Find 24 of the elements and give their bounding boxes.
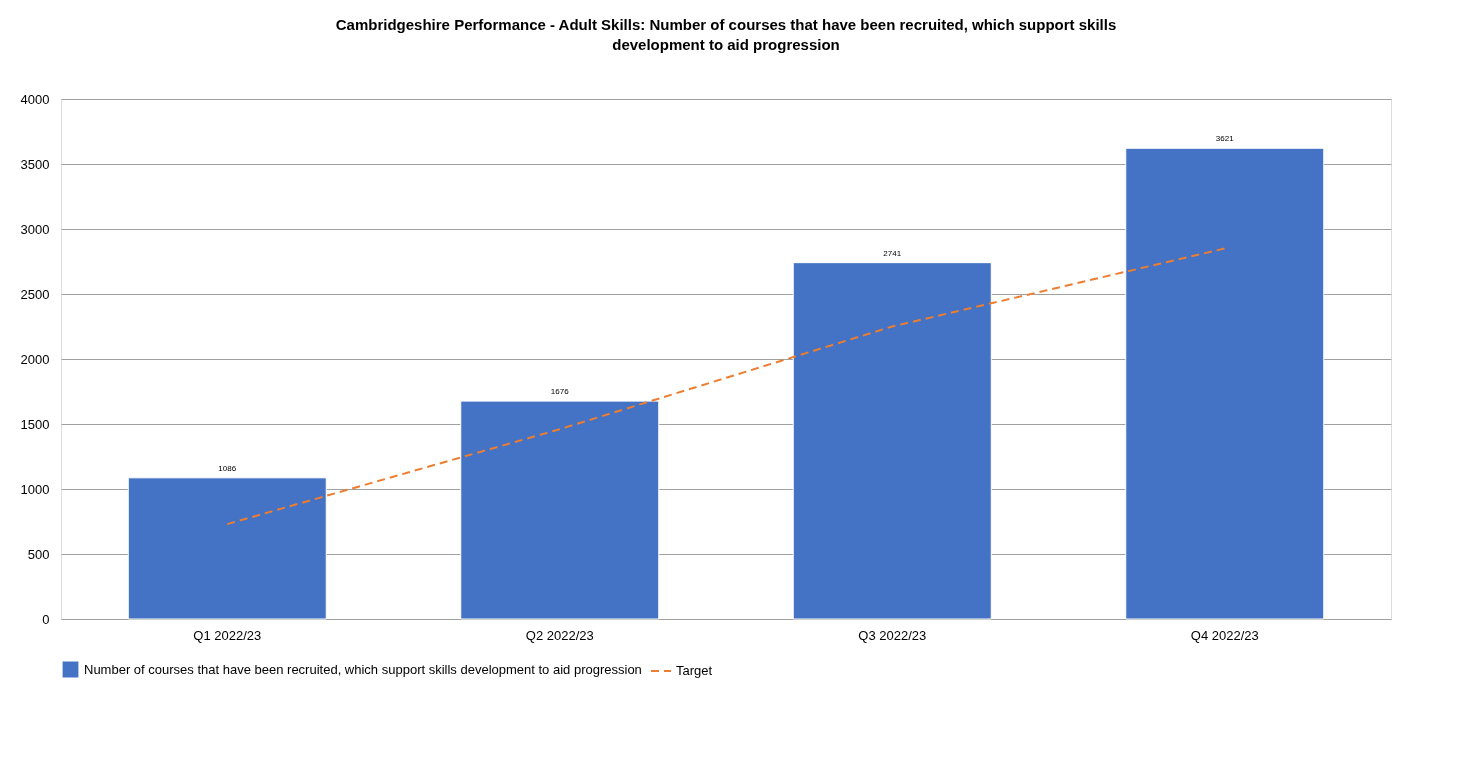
y-tick-label: 1000 xyxy=(20,481,50,497)
bar xyxy=(460,400,660,620)
y-tick-label: 2000 xyxy=(20,351,50,367)
x-tick-label: Q4 2022/23 xyxy=(1190,627,1259,643)
legend-label: Target xyxy=(676,663,713,678)
legend-label: Number of courses that have been recruited, which support skills development to aid progression xyxy=(84,661,642,677)
y-tick-label: 3000 xyxy=(20,221,50,237)
y-tick-label: 3500 xyxy=(20,156,50,172)
data-label: 2741 xyxy=(883,248,902,258)
y-tick-label: 0 xyxy=(42,611,50,627)
y-tick-label: 2500 xyxy=(20,286,50,302)
y-tick-label: 4000 xyxy=(20,91,50,107)
y-tick-label: 1500 xyxy=(20,416,50,432)
data-label: 1086 xyxy=(218,463,237,473)
data-label: 1676 xyxy=(550,387,570,397)
x-tick-label: Q2 2022/23 xyxy=(525,627,594,643)
bar xyxy=(792,262,992,620)
x-tick-label: Q1 2022/23 xyxy=(193,627,262,643)
bar xyxy=(1125,147,1325,620)
chart-title: Cambridgeshire Performance - Adult Skills: Number of courses that have been recruited, which support skills development to aid progression xyxy=(335,16,1117,53)
bar xyxy=(127,477,327,620)
data-label: 3621 xyxy=(1215,134,1235,144)
y-tick-label: 500 xyxy=(27,546,50,562)
x-tick-label: Q3 2022/23 xyxy=(858,627,927,643)
